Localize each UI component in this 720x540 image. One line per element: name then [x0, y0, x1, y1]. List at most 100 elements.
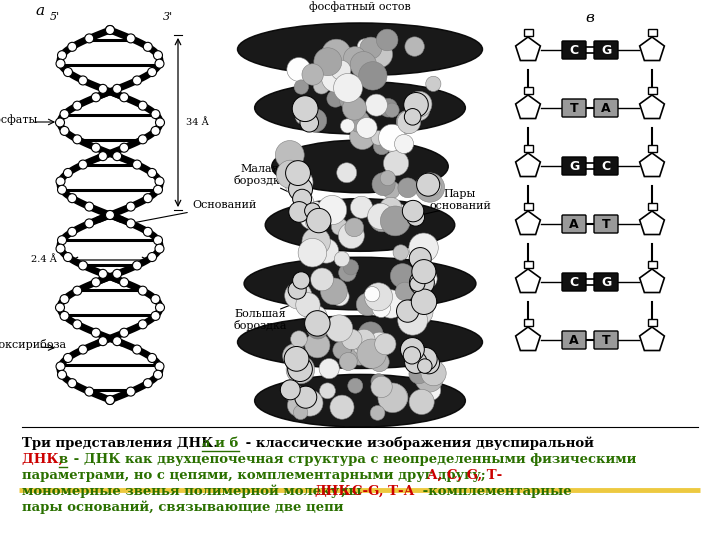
Circle shape	[421, 361, 446, 386]
Circle shape	[409, 233, 438, 262]
Polygon shape	[516, 37, 541, 60]
Circle shape	[305, 310, 330, 336]
Circle shape	[112, 152, 122, 160]
Circle shape	[56, 244, 65, 253]
Text: С-G, Т-А: С-G, Т-А	[352, 485, 415, 498]
Text: мономерные звенья полимерной молекулы: мономерные звенья полимерной молекулы	[22, 485, 366, 498]
Circle shape	[305, 306, 327, 328]
Circle shape	[307, 208, 331, 233]
Bar	[523, 87, 533, 94]
Circle shape	[372, 173, 395, 195]
Circle shape	[396, 110, 420, 133]
Text: -комплементарные: -комплементарные	[418, 485, 572, 498]
Circle shape	[353, 337, 370, 355]
Text: C: C	[570, 275, 579, 288]
Circle shape	[148, 253, 156, 261]
Text: в: в	[59, 453, 68, 466]
Bar	[647, 145, 657, 152]
Circle shape	[155, 177, 164, 186]
Circle shape	[91, 278, 100, 287]
Text: Оснований: Оснований	[192, 200, 256, 210]
Circle shape	[372, 299, 390, 318]
Circle shape	[371, 376, 392, 397]
Circle shape	[151, 312, 160, 320]
Circle shape	[78, 160, 87, 169]
Circle shape	[292, 272, 310, 289]
Circle shape	[343, 260, 359, 275]
FancyBboxPatch shape	[562, 331, 586, 349]
Circle shape	[138, 320, 148, 329]
Circle shape	[410, 270, 434, 295]
Circle shape	[120, 278, 129, 287]
Text: пары оснований, связывающие две цепи: пары оснований, связывающие две цепи	[22, 501, 343, 515]
Circle shape	[417, 269, 437, 289]
Circle shape	[132, 345, 142, 354]
Circle shape	[106, 395, 114, 404]
Circle shape	[284, 282, 312, 309]
Circle shape	[106, 25, 114, 35]
Circle shape	[68, 379, 77, 388]
Circle shape	[414, 291, 430, 307]
Circle shape	[286, 355, 315, 384]
Circle shape	[359, 322, 383, 347]
Circle shape	[284, 347, 309, 371]
Circle shape	[320, 278, 347, 305]
FancyBboxPatch shape	[562, 157, 586, 175]
Circle shape	[343, 46, 366, 69]
Text: ДНК: ДНК	[314, 485, 351, 498]
Circle shape	[284, 384, 303, 402]
Circle shape	[297, 390, 323, 416]
Circle shape	[377, 290, 405, 318]
Circle shape	[384, 385, 408, 409]
Circle shape	[377, 29, 398, 51]
Circle shape	[153, 236, 163, 245]
Circle shape	[412, 252, 431, 271]
Circle shape	[423, 178, 441, 195]
Ellipse shape	[265, 199, 455, 251]
Circle shape	[58, 51, 66, 60]
Circle shape	[307, 317, 328, 339]
Circle shape	[68, 194, 77, 202]
Text: параметрами, но с цепями, комплементарными друг другу;: параметрами, но с цепями, комплементарны…	[22, 469, 490, 482]
Circle shape	[60, 110, 69, 119]
Polygon shape	[516, 211, 541, 234]
Circle shape	[292, 165, 307, 181]
Circle shape	[302, 227, 330, 256]
Circle shape	[303, 109, 327, 132]
Circle shape	[360, 37, 382, 59]
Circle shape	[385, 103, 399, 117]
Circle shape	[85, 219, 94, 228]
Circle shape	[106, 211, 114, 219]
Circle shape	[305, 214, 320, 230]
Circle shape	[106, 211, 114, 219]
FancyBboxPatch shape	[594, 273, 618, 291]
Circle shape	[378, 383, 408, 413]
Circle shape	[351, 196, 372, 218]
Circle shape	[78, 76, 87, 85]
Text: G: G	[601, 275, 611, 288]
Text: C: C	[601, 159, 611, 172]
Text: Дезоксирибоза: Дезоксирибоза	[0, 340, 66, 350]
Circle shape	[420, 380, 441, 401]
Circle shape	[73, 101, 82, 110]
Circle shape	[282, 344, 306, 368]
Circle shape	[275, 140, 305, 170]
Circle shape	[292, 189, 312, 208]
Circle shape	[63, 168, 73, 178]
Circle shape	[390, 264, 415, 288]
Text: A: A	[601, 102, 611, 114]
Circle shape	[112, 84, 122, 93]
Circle shape	[292, 96, 318, 122]
Circle shape	[379, 197, 402, 220]
Circle shape	[73, 135, 82, 144]
Circle shape	[106, 25, 114, 35]
FancyBboxPatch shape	[594, 331, 618, 349]
Circle shape	[380, 171, 395, 186]
Circle shape	[353, 329, 375, 352]
Circle shape	[338, 264, 356, 281]
Circle shape	[73, 320, 82, 329]
Circle shape	[120, 328, 129, 337]
Circle shape	[126, 219, 135, 228]
Circle shape	[60, 295, 69, 303]
Circle shape	[99, 84, 107, 93]
